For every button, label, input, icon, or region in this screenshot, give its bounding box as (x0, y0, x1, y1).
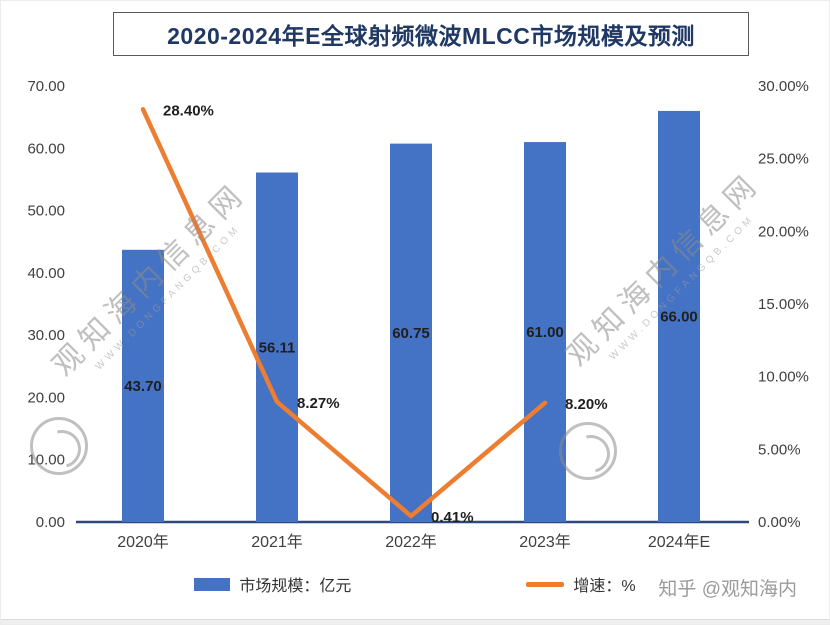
bar-2020年 (122, 249, 164, 522)
right-axis-tick: 5.00% (758, 441, 801, 458)
left-axis-tick: 60.00 (27, 140, 65, 157)
right-axis-tick: 0.00% (758, 514, 801, 531)
bar-2022年 (390, 143, 432, 522)
chart-title-box: 2020-2024年E全球射频微波MLCC市场规模及预测 (113, 12, 749, 56)
right-axis-tick: 25.00% (758, 151, 809, 168)
bar-value-label: 61.00 (526, 324, 564, 341)
legend-label: 增速：% (573, 578, 636, 595)
left-axis-tick: 50.00 (27, 203, 65, 220)
left-axis-tick: 70.00 (27, 78, 65, 95)
left-axis-tick: 40.00 (27, 265, 65, 282)
chart-legend: 市场规模：亿元 增速：% (1, 572, 829, 596)
credit-text: 知乎 @观知海内 (658, 579, 797, 600)
x-axis-category-label: 2024年E (648, 533, 710, 551)
left-axis-tick: 0.00 (36, 514, 65, 531)
right-axis-tick: 20.00% (758, 223, 809, 240)
legend-item-market-size: 市场规模：亿元 (194, 572, 351, 596)
line-value-label: 0.41% (431, 509, 474, 526)
x-axis-category-label: 2021年 (251, 533, 303, 551)
bar-value-label: 56.11 (259, 339, 296, 356)
right-axis-tick: 30.00% (758, 78, 809, 95)
line-value-label: 8.27% (297, 395, 340, 412)
bar-value-label: 43.70 (124, 378, 162, 395)
bottom-edge (1, 619, 829, 624)
bar-value-label: 66.00 (660, 308, 698, 325)
legend-label: 市场规模：亿元 (239, 578, 352, 595)
bar-value-label: 60.75 (392, 325, 430, 342)
growth-rate-line (140, 107, 548, 519)
left-axis-tick: 30.00 (27, 327, 65, 344)
legend-item-growth-rate: 增速：% (526, 572, 636, 596)
left-axis-tick: 20.00 (27, 389, 65, 406)
bar-2021年 (256, 172, 298, 522)
bar-series-swatch (194, 577, 231, 591)
line-value-label: 28.40% (163, 102, 214, 119)
line-series-swatch (526, 581, 565, 587)
chart-title: 2020-2024年E全球射频微波MLCC市场规模及预测 (167, 23, 695, 49)
right-axis-tick: 15.00% (758, 296, 809, 313)
combo-chart: 70.00 60.00 50.00 40.00 30.00 20.00 10.00 0.00 3… (27, 78, 809, 551)
bar-2024年E (658, 110, 700, 522)
x-axis-category-label: 2023年 (519, 533, 571, 551)
left-axis-tick: 10.00 (27, 452, 65, 469)
x-axis-category-label: 2022年 (385, 533, 437, 551)
x-axis-category-label: 2020年 (117, 533, 169, 551)
right-axis-tick: 10.00% (758, 369, 809, 386)
line-value-label: 8.20% (565, 396, 608, 413)
